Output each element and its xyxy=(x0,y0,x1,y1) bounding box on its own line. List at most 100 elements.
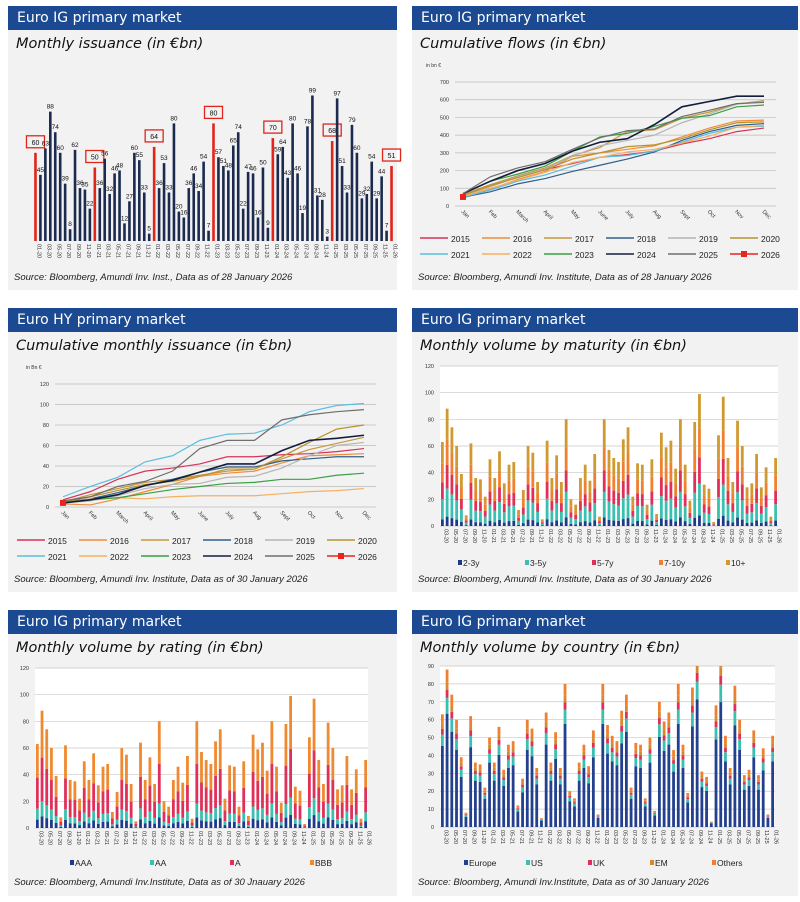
x-tick-label: 05-25 xyxy=(735,830,741,844)
legend-label: 2021 xyxy=(48,552,67,562)
y-tick-label: 80 xyxy=(428,417,434,423)
stacked-bar-segment-Others xyxy=(450,694,454,706)
stacked-bar-segment-7-10y xyxy=(674,483,678,497)
stacked-bar-segment-7-10y xyxy=(579,490,582,502)
bar-label: 20 xyxy=(175,204,183,211)
stacked-bar-segment-Others xyxy=(464,812,468,814)
stacked-bar-segment-UK xyxy=(639,755,642,760)
stacked-bar-segment-2-3y xyxy=(740,519,744,526)
stacked-bar-segment-BBB xyxy=(247,816,250,821)
y-tick-label: 400 xyxy=(440,133,449,139)
stacked-bar-segment-3-5y xyxy=(659,496,663,519)
stacked-bar-segment-AA xyxy=(345,811,349,821)
stacked-bar-segment-AAA xyxy=(129,823,133,828)
x-tick-label: 03-22 xyxy=(164,244,170,258)
stacked-bar-segment-3-5y xyxy=(664,500,668,520)
stacked-bar-segment-US xyxy=(615,756,619,766)
stacked-bar-segment-UK xyxy=(752,742,756,748)
legend-label: 2020 xyxy=(358,536,377,546)
legend-label: US xyxy=(531,858,543,868)
bar xyxy=(157,188,161,241)
stacked-bar-segment-10+ xyxy=(602,419,606,448)
stacked-bar-segment-UK xyxy=(629,792,633,795)
stacked-bar-segment-UK xyxy=(549,770,553,775)
x-tick-label: 09-23 xyxy=(641,830,647,844)
stacked-bar-segment-A xyxy=(256,780,260,810)
bar-label: 78 xyxy=(304,118,312,125)
bar-label: 36 xyxy=(96,180,104,187)
stacked-bar-segment-10+ xyxy=(717,435,720,459)
stacked-bar-segment-BBB xyxy=(157,721,161,764)
bar-label: 33 xyxy=(141,184,149,191)
panel-header: Euro IG primary market xyxy=(8,6,397,30)
bar-label: 3 xyxy=(325,229,329,236)
stacked-bar-segment-AA xyxy=(214,808,217,820)
stacked-bar-segment-3-5y xyxy=(674,507,678,522)
stacked-bar-segment-2-3y xyxy=(769,525,773,526)
bar-label: 53 xyxy=(160,155,168,162)
x-tick-label: 09-23 xyxy=(642,529,648,543)
stacked-bar-segment-2-3y xyxy=(612,520,616,526)
stacked-bar-segment-Others xyxy=(525,719,529,729)
stacked-bar-segment-A xyxy=(214,776,217,809)
stacked-bar-segment-3-5y xyxy=(702,512,706,523)
stacked-bar-segment-UK xyxy=(563,702,567,710)
stacked-bar-segment-BBB xyxy=(214,741,217,776)
stacked-bar-segment-A xyxy=(148,785,152,812)
bar-label: 54 xyxy=(368,154,376,161)
chart-title: Monthly volume by maturity (in €bn) xyxy=(420,338,687,354)
stacked-bar-segment-AA xyxy=(232,813,236,822)
stacked-bar-segment-2-3y xyxy=(455,519,459,526)
stacked-bar-segment-A xyxy=(223,810,227,822)
bar-label: 55 xyxy=(136,152,144,159)
stacked-bar-segment-UK xyxy=(667,727,671,734)
stacked-bar-segment-EM xyxy=(450,705,454,712)
stacked-bar-segment-7-10y xyxy=(550,490,554,502)
stacked-bar-segment-Others xyxy=(492,762,496,768)
stacked-bar-segment-Others xyxy=(582,744,586,752)
stacked-bar-segment-10+ xyxy=(664,447,668,468)
stacked-bar-segment-2-3y xyxy=(521,523,525,526)
stacked-bar-segment-Others xyxy=(507,744,510,752)
stacked-bar-segment-5-7y xyxy=(455,484,459,501)
stacked-bar-segment-UK xyxy=(535,775,539,779)
stacked-bar-segment-A xyxy=(359,822,363,826)
bar xyxy=(330,141,334,241)
stacked-bar-segment-3-5y xyxy=(521,514,525,524)
stacked-bar-segment-7-10y xyxy=(650,476,654,492)
x-tick-label: March xyxy=(114,510,129,525)
x-tick-label: 11-25 xyxy=(382,244,388,258)
stacked-bar-segment-BBB xyxy=(181,782,185,801)
stacked-bar-segment-5-7y xyxy=(640,494,644,507)
stacked-bar-segment-7-10y xyxy=(445,439,449,465)
stacked-bar-segment-Europe xyxy=(606,753,609,827)
stacked-bar-segment-Europe xyxy=(440,745,444,827)
bar xyxy=(172,123,176,241)
bar-label: 48 xyxy=(225,162,233,169)
bar xyxy=(360,198,364,241)
stacked-bar-segment-7-10y xyxy=(588,492,592,503)
stacked-bar-segment-5-7y xyxy=(683,494,687,507)
legend-swatch-BBB xyxy=(310,860,314,865)
stacked-bar-segment-7-10y xyxy=(483,504,487,511)
stacked-bar-segment-10+ xyxy=(564,419,568,448)
stacked-bar-segment-EM xyxy=(573,800,576,803)
stacked-bar-segment-US xyxy=(554,749,557,759)
series-line-2024 xyxy=(462,95,764,195)
stacked-bar-segment-AAA xyxy=(307,818,311,828)
stacked-bar-segment-US xyxy=(752,747,756,758)
stacked-bar-segment-UK xyxy=(573,802,576,804)
stacked-bar-segment-AA xyxy=(317,812,321,822)
stacked-bar-segment-7-10y xyxy=(683,480,687,495)
stacked-bar-segment-5-7y xyxy=(583,494,587,507)
stacked-bar-segment-AAA xyxy=(171,823,175,828)
stacked-bar-segment-5-7y xyxy=(512,492,516,506)
panel-header: Euro IG primary market xyxy=(8,610,397,634)
stacked-bar-segment-10+ xyxy=(626,427,630,453)
bar xyxy=(325,236,329,241)
stacked-bar-segment-3-5y xyxy=(607,501,611,520)
stacked-bar-segment-7-10y xyxy=(707,498,711,507)
bar xyxy=(147,233,151,241)
legend-label: AA xyxy=(155,858,167,868)
legend-swatch-Others xyxy=(712,860,716,865)
